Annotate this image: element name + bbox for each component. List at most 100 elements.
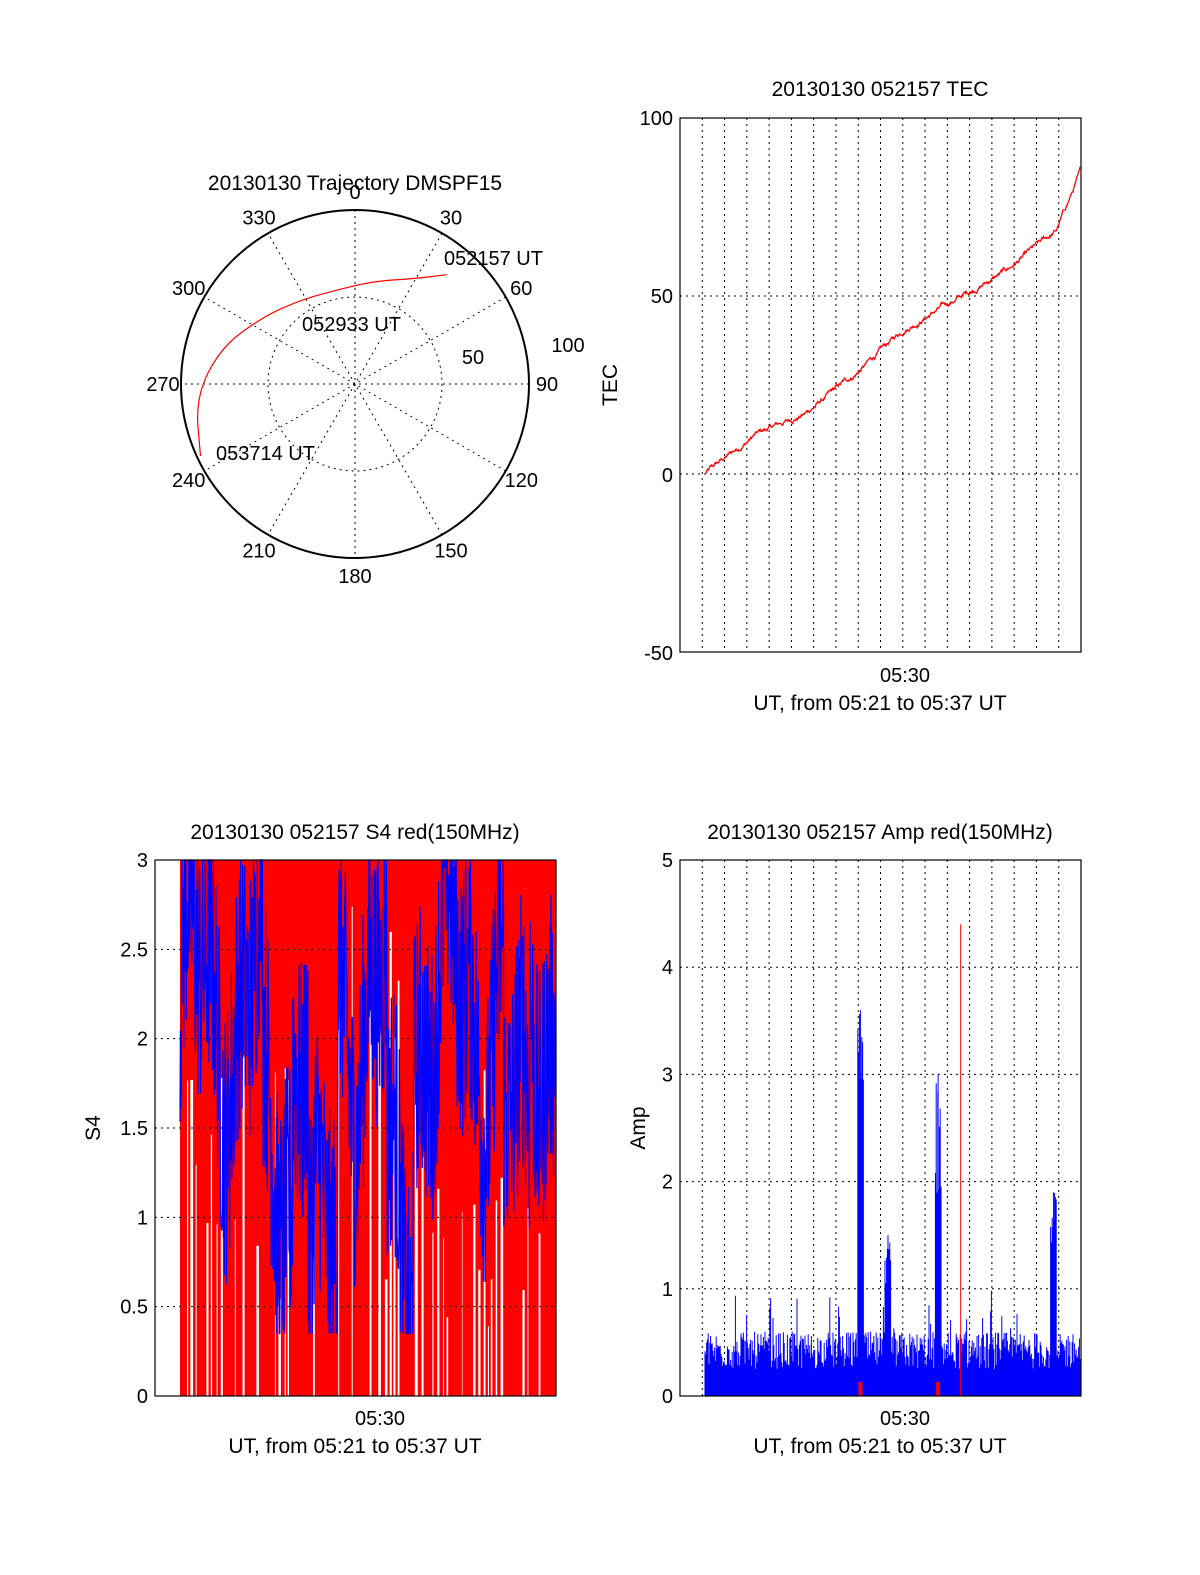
s4-ytick: 2 xyxy=(137,1029,148,1051)
s4-gap xyxy=(287,1080,289,1396)
polar-angle-label-90: 90 xyxy=(536,374,558,396)
amp-chart: 20130130 052157 Amp red(150MHz) 5 4 3 2 1 0 A… xyxy=(627,821,1082,1458)
polar-angle-label-60: 60 xyxy=(510,278,532,300)
amp-red-marker-0 xyxy=(858,1382,863,1396)
s4-ylabel: S4 xyxy=(82,1115,105,1141)
s4-gap xyxy=(421,1157,424,1396)
polar-angle-label-150: 150 xyxy=(434,540,467,562)
s4-yticks: 3 2.5 2 1.5 1 0.5 0 xyxy=(120,850,148,1408)
s4-gap xyxy=(538,1233,541,1396)
tec-ytick-100: 100 xyxy=(640,108,673,130)
amp-xlabel: UT, from 05:21 to 05:37 UT xyxy=(753,1435,1006,1458)
s4-ytick: 0.5 xyxy=(120,1297,148,1319)
polar-radius-label-100: 100 xyxy=(551,335,584,357)
s4-gap xyxy=(256,1245,259,1396)
amp-blue-series xyxy=(704,1014,1082,1396)
amp-ytick: 1 xyxy=(662,1279,673,1301)
amp-ytick: 5 xyxy=(662,850,673,872)
s4-gap xyxy=(378,981,381,1396)
polar-inner-circle xyxy=(267,296,443,472)
s4-ytick: 3 xyxy=(137,850,148,872)
s4-chart: 20130130 052157 S4 red(150MHz) 3 2.5 2 1.5 1… xyxy=(82,821,557,1458)
amp-yticks: 5 4 3 2 1 0 xyxy=(662,850,673,1408)
s4-gap xyxy=(473,1204,476,1396)
amp-red-marker-1 xyxy=(936,1382,941,1396)
polar-angle-label-300: 300 xyxy=(172,278,205,300)
polar-chart: 20130130 Trajectory DMSPF15 0 30 60 90 120 15… xyxy=(146,172,584,588)
tec-xtick: 05:30 xyxy=(880,665,930,687)
s4-ytick: 1 xyxy=(137,1207,148,1229)
s4-gap xyxy=(220,1078,223,1396)
tec-ytick-0: 0 xyxy=(662,465,673,487)
tec-title: 20130130 052157 TEC xyxy=(772,78,989,101)
polar-spoke-150 xyxy=(267,233,443,535)
amp-title: 20130130 052157 Amp red(150MHz) xyxy=(707,821,1053,844)
s4-ytick: 1.5 xyxy=(120,1118,148,1140)
s4-gap xyxy=(338,1021,340,1396)
s4-xtick: 05:30 xyxy=(355,1408,405,1430)
polar-angle-labels: 0 30 60 90 120 150 180 210 240 270 300 330 xyxy=(146,182,558,588)
s4-gap xyxy=(414,1076,418,1396)
s4-gap xyxy=(495,1200,498,1396)
s4-gap xyxy=(195,1164,197,1396)
s4-gap xyxy=(369,923,372,1396)
s4-gap xyxy=(187,1080,189,1396)
polar-mid-label: 052933 UT xyxy=(302,314,401,336)
tec-chart: 20130130 052157 TEC 100 50 0 -50 TEC 05:… xyxy=(599,78,1082,715)
s4-gap xyxy=(278,1298,281,1396)
tec-ytick-50: 50 xyxy=(651,286,673,308)
amp-grid xyxy=(680,860,1081,1396)
s4-frame xyxy=(154,859,557,1397)
polar-radius-label-50: 50 xyxy=(462,347,484,369)
amp-ylabel: Amp xyxy=(627,1106,650,1149)
tec-series-line xyxy=(704,166,1082,475)
amp-ytick: 3 xyxy=(662,1064,673,1086)
tec-ytick-neg50: -50 xyxy=(644,643,673,665)
polar-title: 20130130 Trajectory DMSPF15 xyxy=(208,172,502,195)
amp-frame xyxy=(679,859,1082,1397)
s4-gap xyxy=(393,1037,396,1396)
polar-angle-label-240: 240 xyxy=(172,470,205,492)
s4-xlabel: UT, from 05:21 to 05:37 UT xyxy=(228,1435,481,1458)
s4-gap xyxy=(437,1188,440,1396)
amp-xtick: 05:30 xyxy=(880,1408,930,1430)
s4-gap xyxy=(384,1279,388,1396)
s4-gap xyxy=(446,1317,449,1396)
amp-bars xyxy=(704,924,1082,1396)
tec-frame xyxy=(679,117,1082,653)
s4-gap xyxy=(242,1055,245,1396)
s4-blue-series-line xyxy=(179,859,557,1335)
polar-angle-label-270: 270 xyxy=(146,374,179,396)
polar-angle-label-0: 0 xyxy=(349,182,360,204)
tec-ylabel: TEC xyxy=(599,364,622,406)
amp-ytick: 0 xyxy=(662,1386,673,1408)
polar-angle-label-330: 330 xyxy=(242,208,275,230)
polar-angle-label-180: 180 xyxy=(338,566,371,588)
s4-gap xyxy=(210,1134,213,1396)
s4-gap xyxy=(234,1219,236,1396)
polar-spokes xyxy=(181,210,529,558)
polar-start-label: 052157 UT xyxy=(444,248,543,270)
tec-xlabel: UT, from 05:21 to 05:37 UT xyxy=(753,692,1006,715)
s4-gap xyxy=(216,1224,218,1396)
polar-angle-label-210: 210 xyxy=(242,540,275,562)
s4-gap xyxy=(487,1326,489,1396)
polar-trajectory-line xyxy=(197,274,447,457)
s4-gap xyxy=(432,1232,434,1396)
s4-gap xyxy=(522,1290,525,1396)
s4-ytick: 0 xyxy=(137,1386,148,1408)
s4-gap xyxy=(206,1223,209,1396)
amp-ytick: 4 xyxy=(662,957,673,979)
s4-gap xyxy=(190,1080,194,1396)
s4-title: 20130130 052157 S4 red(150MHz) xyxy=(190,821,519,844)
s4-gap xyxy=(443,1238,444,1396)
tec-grid xyxy=(680,118,1081,652)
s4-gap xyxy=(527,1208,529,1396)
polar-end-label: 053714 UT xyxy=(216,443,315,465)
s4-ytick: 2.5 xyxy=(120,939,148,961)
s4-gap xyxy=(490,1279,493,1396)
s4-gap xyxy=(500,1177,504,1396)
polar-angle-label-30: 30 xyxy=(440,208,462,230)
polar-angle-label-120: 120 xyxy=(505,470,538,492)
